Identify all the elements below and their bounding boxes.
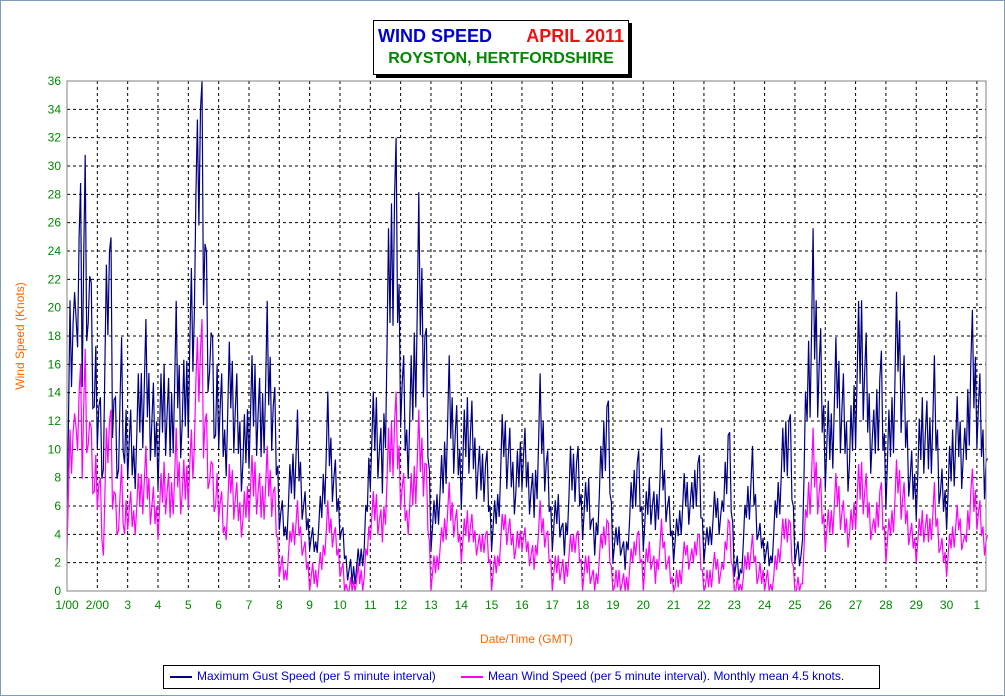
title-box: WIND SPEED APRIL 2011 ROYSTON, HERTFORDS… <box>373 20 629 75</box>
x-tick-label: 23 <box>728 598 742 612</box>
series-mean-wind-line <box>66 318 989 594</box>
plot-border <box>66 80 987 592</box>
x-tick-label: 28 <box>879 598 893 612</box>
x-tick-label: 4 <box>155 598 162 612</box>
x-tick-label: 5 <box>185 598 192 612</box>
y-tick-label: 24 <box>48 244 62 258</box>
x-tick-label: 2/00 <box>86 598 110 612</box>
y-tick-label: 0 <box>54 584 61 598</box>
x-tick-label: 8 <box>276 598 283 612</box>
x-tick-label: 22 <box>697 598 711 612</box>
y-axis-label: Wind Speed (Knots) <box>13 282 27 389</box>
y-tick-label: 10 <box>48 442 62 456</box>
x-tick-label: 16 <box>515 598 529 612</box>
x-tick-label: 12 <box>394 598 408 612</box>
chart-title-date: APRIL 2011 <box>526 26 624 46</box>
x-tick-label: 18 <box>576 598 590 612</box>
legend-item-gust: Maximum Gust Speed (per 5 minute interva… <box>170 669 436 683</box>
y-tick-label: 16 <box>48 357 62 371</box>
x-tick-label: 10 <box>333 598 347 612</box>
x-tick-label: 26 <box>819 598 833 612</box>
x-tick-label: 24 <box>758 598 772 612</box>
legend-label-gust: Maximum Gust Speed (per 5 minute interva… <box>197 669 436 683</box>
x-tick-label: 7 <box>246 598 253 612</box>
y-tick-label: 4 <box>54 527 61 541</box>
x-tick-label: 6 <box>215 598 222 612</box>
y-tick-label: 20 <box>48 301 62 315</box>
x-axis-label: Date/Time (GMT) <box>480 632 573 646</box>
x-tick-label: 14 <box>455 598 469 612</box>
x-tick-label: 20 <box>637 598 651 612</box>
x-tick-label: 17 <box>546 598 560 612</box>
x-tick-label: 25 <box>788 598 802 612</box>
y-tick-label: 30 <box>48 159 62 173</box>
x-tick-label: 27 <box>849 598 863 612</box>
x-tick-label: 30 <box>940 598 954 612</box>
series-max-gust-line <box>66 80 989 584</box>
y-tick-label: 32 <box>48 131 62 145</box>
grid-lines <box>67 81 986 591</box>
x-tick-label: 11 <box>364 598 377 612</box>
x-tick-label: 29 <box>910 598 924 612</box>
y-tick-label: 18 <box>48 329 62 343</box>
x-tick-label: 9 <box>306 598 313 612</box>
legend: Maximum Gust Speed (per 5 minute interva… <box>163 665 880 689</box>
x-tick-label: 1 <box>974 598 981 612</box>
y-tick-label: 36 <box>48 74 62 88</box>
y-tick-label: 14 <box>48 386 62 400</box>
chart-title: WIND SPEED <box>378 26 493 46</box>
x-tick-label: 1/00 <box>55 598 79 612</box>
legend-swatch-mean <box>461 675 483 678</box>
y-tick-label: 12 <box>48 414 62 428</box>
y-tick-label: 26 <box>48 216 62 230</box>
x-tick-label: 3 <box>124 598 131 612</box>
chart-subtitle: ROYSTON, HERTFORDSHIRE <box>388 50 614 67</box>
y-tick-label: 8 <box>54 471 61 485</box>
y-tick-label: 22 <box>48 272 62 286</box>
legend-item-mean: Mean Wind Speed (per 5 minute interval).… <box>461 669 844 683</box>
legend-label-mean: Mean Wind Speed (per 5 minute interval).… <box>488 669 845 683</box>
series-layer <box>66 80 989 594</box>
x-tick-label: 19 <box>606 598 620 612</box>
y-tick-label: 2 <box>54 556 61 570</box>
y-tick-label: 34 <box>48 102 62 116</box>
x-tick-label: 21 <box>667 598 681 612</box>
y-tick-label: 28 <box>48 187 62 201</box>
legend-swatch-gust <box>170 675 192 678</box>
x-tick-label: 15 <box>485 598 499 612</box>
x-tick-label: 13 <box>424 598 438 612</box>
x-tick-labels: 1/00 2/00 3 4 5 6 7 8 9 10 11 12 13 14 15 16 17 18 19 20 21 2… <box>55 598 980 612</box>
y-tick-label: 6 <box>54 499 61 513</box>
